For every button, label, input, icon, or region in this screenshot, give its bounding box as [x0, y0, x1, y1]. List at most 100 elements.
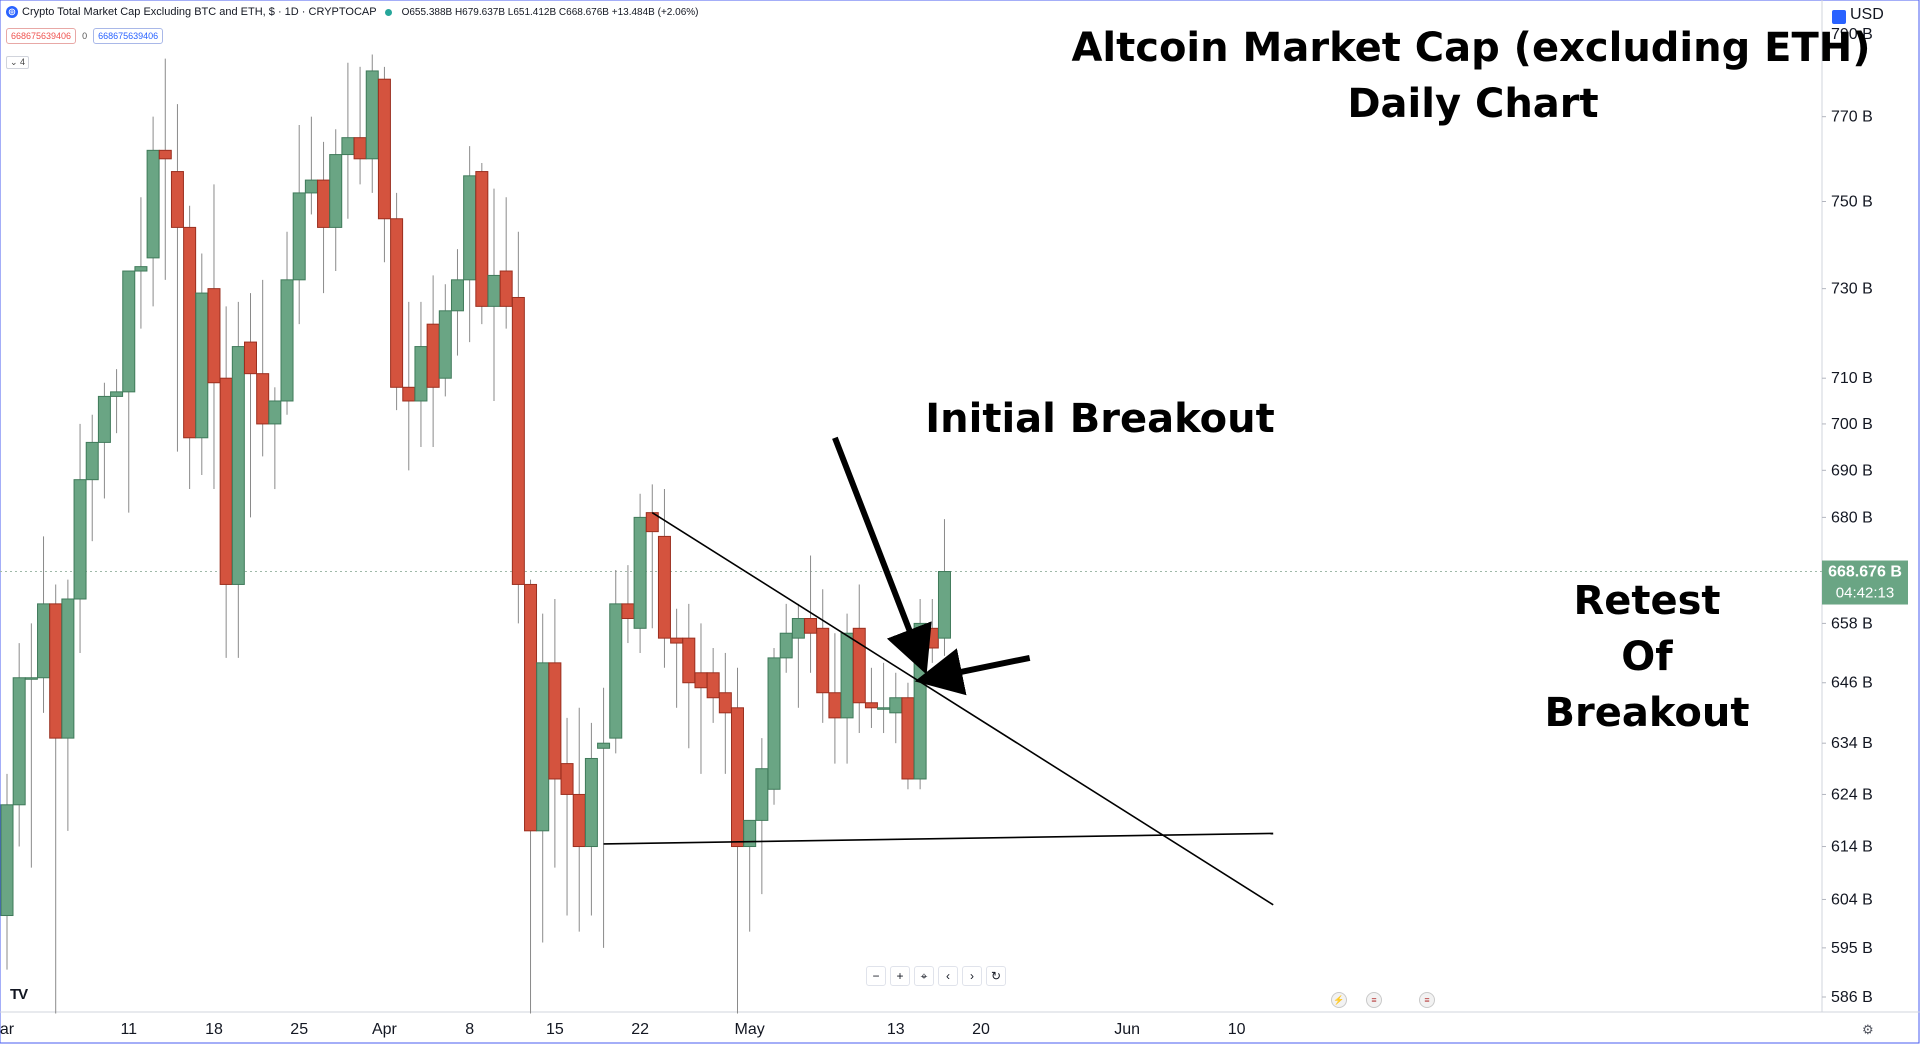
candle[interactable] [24, 623, 38, 868]
candle[interactable] [170, 104, 184, 452]
candle[interactable] [134, 197, 148, 329]
y-tick-label: 634 B [1831, 735, 1873, 752]
candle[interactable] [706, 647, 720, 723]
annotation-label-retest[interactable]: Breakout [1545, 690, 1750, 736]
candle[interactable] [268, 387, 282, 490]
candle[interactable] [682, 603, 696, 749]
candle[interactable] [231, 301, 245, 658]
candle[interactable] [341, 62, 355, 219]
candle[interactable] [463, 146, 477, 343]
settings-gear-icon[interactable]: ⚙ [1862, 1022, 1874, 1037]
zoom-out-button[interactable]: − [866, 966, 886, 986]
candle[interactable] [755, 738, 769, 895]
sell-button[interactable]: 668675639406 [6, 28, 77, 44]
candle-body-down [207, 288, 221, 384]
candle[interactable] [937, 519, 951, 656]
candle[interactable] [73, 423, 87, 653]
candle[interactable] [828, 633, 842, 764]
candle[interactable] [804, 555, 818, 673]
candle[interactable] [499, 197, 513, 329]
candle[interactable] [97, 382, 111, 499]
candle[interactable] [657, 489, 671, 668]
candle[interactable] [158, 58, 172, 280]
candle[interactable] [280, 231, 294, 415]
candle-body-up [73, 479, 87, 600]
currency-icon[interactable] [1832, 10, 1846, 24]
symbol-title-bar[interactable]: ◎ Crypto Total Market Cap Excluding BTC … [6, 4, 698, 20]
annotation-arrow[interactable] [914, 648, 1031, 696]
scroll-right-button[interactable]: › [962, 966, 982, 986]
candle[interactable] [597, 687, 611, 948]
candle[interactable] [12, 643, 26, 847]
zoom-in-button[interactable]: + [890, 966, 910, 986]
coin-logo-icon: ◎ [6, 6, 18, 18]
candle[interactable] [609, 569, 623, 754]
earnings-event-icon[interactable]: ⚡ [1331, 992, 1347, 1008]
candle[interactable] [694, 623, 708, 774]
candle[interactable] [207, 184, 221, 490]
annotation-arrow[interactable] [832, 436, 932, 675]
candle[interactable] [584, 722, 598, 916]
indicators-toggle[interactable]: ⌄ 4 [6, 56, 30, 69]
candle[interactable] [450, 249, 464, 356]
candle[interactable] [146, 116, 160, 307]
candle[interactable] [402, 301, 416, 471]
candle[interactable] [329, 129, 343, 272]
candle[interactable] [536, 613, 550, 943]
candle[interactable] [548, 599, 562, 868]
candle[interactable] [426, 275, 440, 448]
buy-button[interactable]: 668675639406 [93, 28, 164, 44]
candle[interactable] [743, 819, 757, 932]
trendline[interactable] [651, 511, 1274, 906]
candle[interactable] [572, 707, 586, 932]
candle[interactable] [0, 773, 14, 970]
annotation-label-retest[interactable]: Of [1621, 634, 1673, 680]
tradingview-logo-icon[interactable]: TV [10, 986, 28, 1003]
candle[interactable] [791, 603, 805, 708]
candle[interactable] [901, 682, 915, 790]
candle[interactable] [852, 584, 866, 734]
current-price-tag[interactable]: 668.676 B 04:42:13 [1822, 560, 1908, 605]
scroll-left-button[interactable]: ‹ [938, 966, 958, 986]
candle[interactable] [390, 192, 404, 411]
candle[interactable] [85, 414, 99, 542]
x-tick-label: ar [0, 1021, 15, 1038]
trendline[interactable] [603, 832, 1274, 845]
candle[interactable] [195, 253, 209, 475]
candle[interactable] [511, 231, 525, 624]
candle[interactable] [110, 369, 124, 434]
candle[interactable] [377, 66, 391, 263]
candle[interactable] [475, 163, 489, 325]
candle[interactable] [256, 279, 270, 457]
candle[interactable] [864, 667, 878, 728]
candle[interactable] [49, 584, 63, 1014]
currency-label[interactable]: USD [1850, 6, 1884, 23]
reset-view-button[interactable]: ⌖ [914, 966, 934, 986]
candle[interactable] [816, 589, 830, 723]
candle[interactable] [621, 565, 635, 644]
candle[interactable] [633, 493, 647, 653]
candle[interactable] [61, 579, 75, 831]
candle[interactable] [560, 717, 574, 916]
candle[interactable] [292, 125, 306, 325]
candle[interactable] [244, 293, 257, 518]
annotation-label-retest[interactable]: Retest [1573, 578, 1720, 624]
candle[interactable] [731, 667, 744, 1014]
candle[interactable] [840, 613, 854, 764]
refresh-button[interactable]: ↻ [986, 966, 1006, 986]
us-flag-event-icon[interactable]: ≡ [1366, 992, 1382, 1008]
candle-body-down [816, 627, 830, 694]
candle[interactable] [438, 284, 452, 397]
candle[interactable] [487, 188, 501, 401]
candle[interactable] [779, 603, 793, 673]
candle[interactable] [122, 270, 136, 513]
candle-body-down [731, 707, 744, 848]
us-flag-event-icon[interactable]: ≡ [1419, 992, 1435, 1008]
candle[interactable] [767, 647, 781, 805]
candle[interactable] [913, 599, 927, 790]
candle[interactable] [718, 652, 732, 774]
candle-body-down [256, 373, 270, 425]
candle-body-down [852, 627, 866, 704]
annotation-label-initial-breakout[interactable]: Initial Breakout [925, 396, 1274, 442]
